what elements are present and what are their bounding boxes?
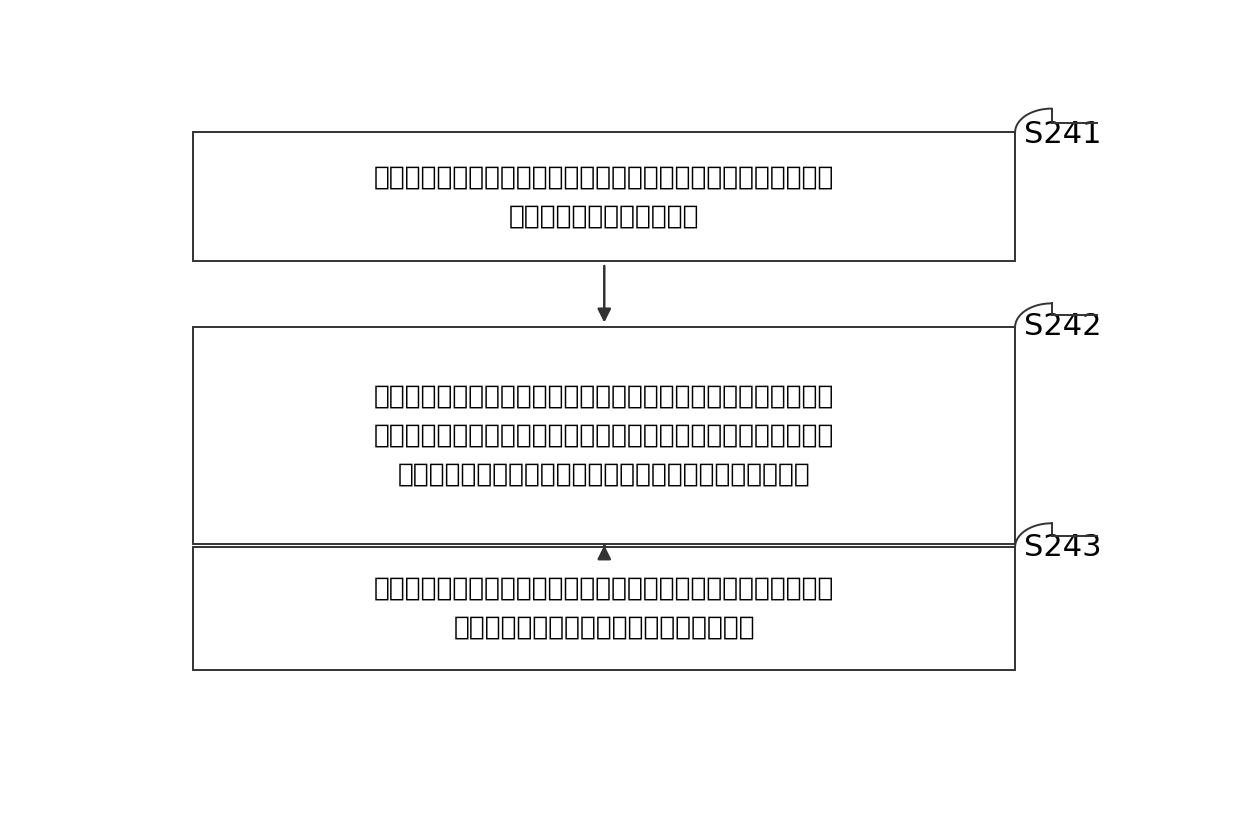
Text: S243: S243 [1024,533,1101,561]
Text: 若所述误差大小、偏差程度以及方向正确率均符合预设要求，则判
定所述第二碳期货价格预测模型为有效模型: 若所述误差大小、偏差程度以及方向正确率均符合预设要求，则判 定所述第二碳期货价格… [374,576,835,641]
Text: 将所述测试集对应的样本数据代入到所述第二碳期货价格预测模型
中进行计算，得到预测价格: 将所述测试集对应的样本数据代入到所述第二碳期货价格预测模型 中进行计算，得到预测… [374,164,835,229]
Text: 通过均方根误差法计算所述预测价格与实际价格的误差大小，通过
平均绝对百分比误差法计算所述预测价格与所述实际价格的偏差程
度，以及通过方向正确性法计算所述预测价格: 通过均方根误差法计算所述预测价格与实际价格的误差大小，通过 平均绝对百分比误差法… [374,384,835,488]
Bar [193,548,1016,670]
Text: S241: S241 [1024,120,1101,149]
Bar [193,132,1016,261]
Text: S242: S242 [1024,312,1101,340]
Bar [193,327,1016,544]
